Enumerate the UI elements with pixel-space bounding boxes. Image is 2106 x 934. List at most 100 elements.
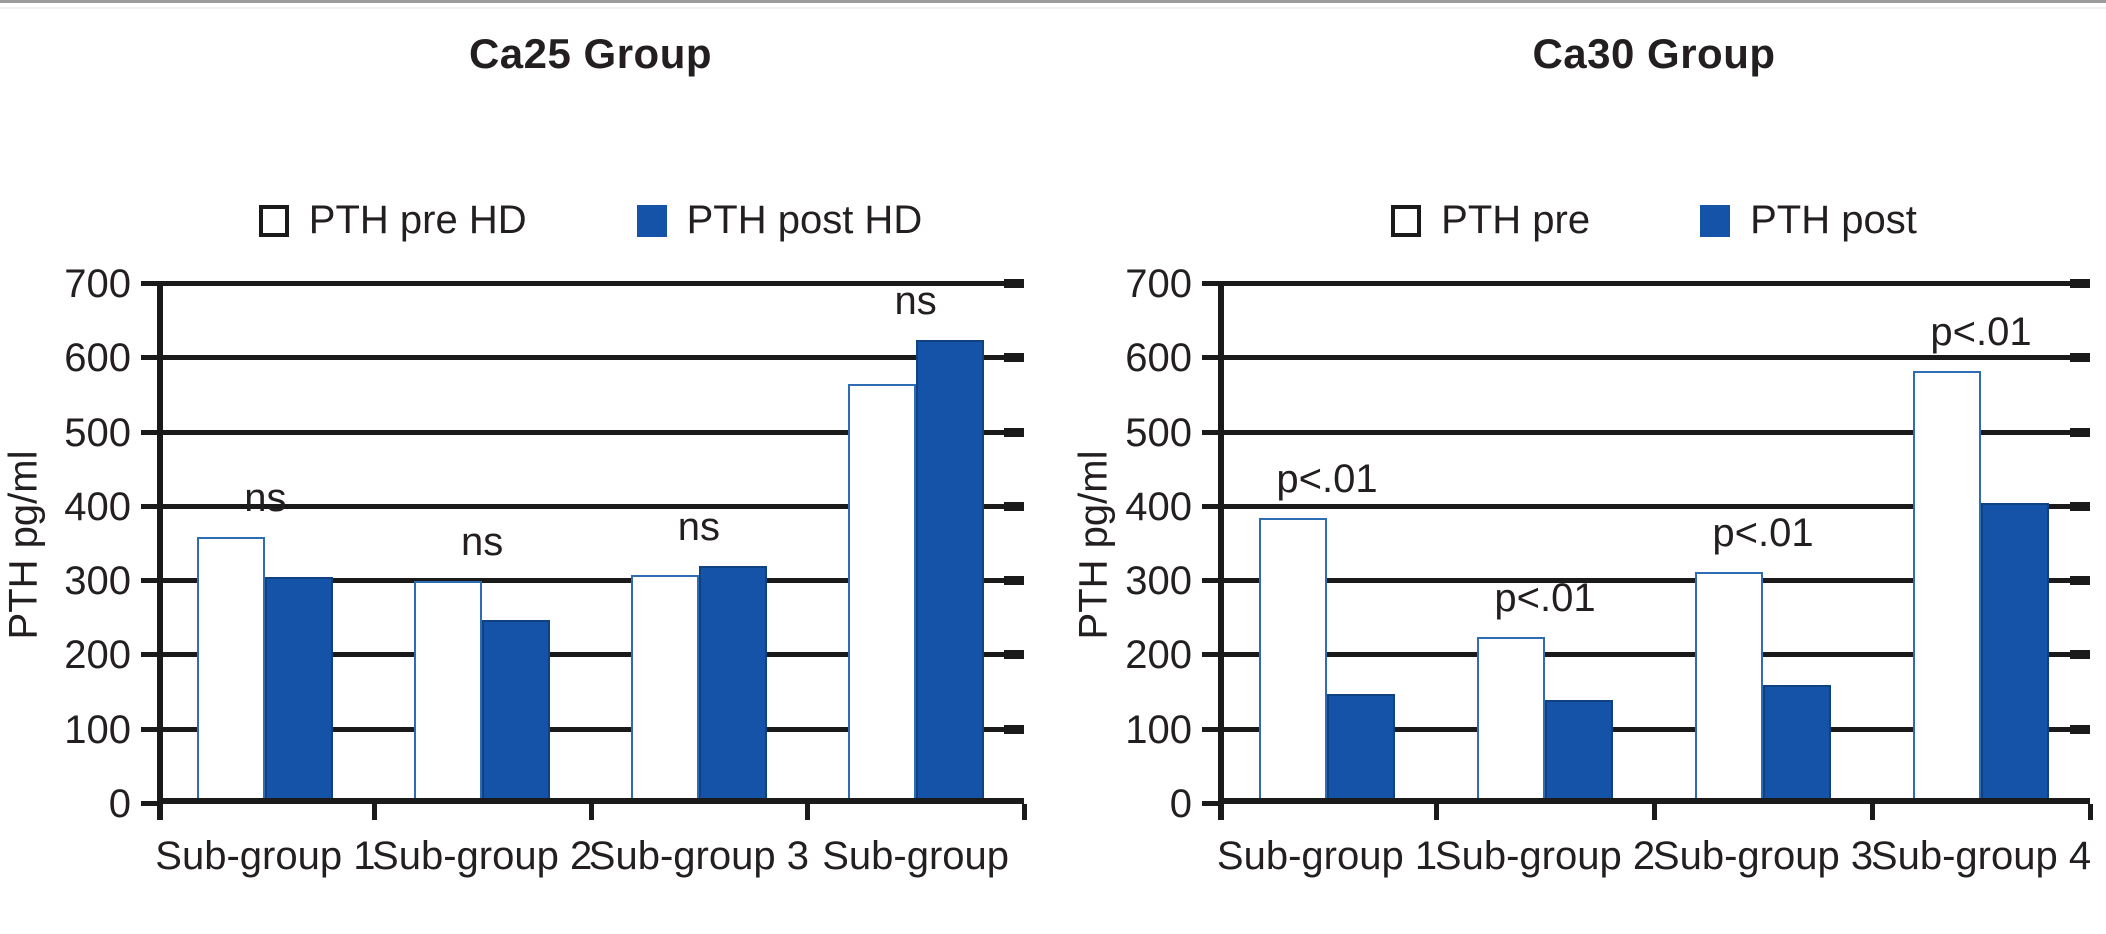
bar-post — [1545, 700, 1613, 804]
y-tick-label: 100 — [64, 707, 131, 752]
y-axis-tick — [141, 801, 157, 806]
bar-post — [1327, 694, 1395, 804]
y-axis-tick — [141, 503, 157, 509]
gridline — [1218, 279, 2090, 288]
bar-pre — [847, 384, 916, 804]
y-axis-tick — [1202, 503, 1218, 509]
bar-pre — [414, 581, 483, 804]
gridline — [157, 353, 1024, 363]
legend-label-pre: PTH pre HD — [308, 198, 527, 242]
legend-swatch-outline-icon — [1391, 204, 1422, 237]
legend-swatch-filled-icon — [1700, 204, 1731, 237]
significance-label: ns — [894, 278, 937, 323]
gridline — [1218, 353, 2090, 363]
x-axis-tick — [1022, 804, 1027, 820]
x-axis-tick — [371, 804, 377, 820]
bar-pre — [630, 575, 699, 804]
legend: PTH pre HD PTH post HD — [157, 198, 1024, 243]
y-axis-tick — [1202, 726, 1218, 732]
x-category-label: Sub-group 2 — [372, 834, 593, 878]
legend-item-pre: PTH pre — [1391, 198, 1590, 243]
y-axis-tick — [1202, 355, 1218, 361]
y-axis-tick — [141, 652, 157, 658]
y-axis-tick — [1202, 652, 1218, 658]
legend-item-post: PTH post HD — [636, 198, 923, 243]
y-tick-label: 300 — [1125, 559, 1192, 604]
y-tick-label: 200 — [64, 633, 131, 678]
significance-label: p<.01 — [1494, 575, 1596, 620]
y-tick-label: 500 — [64, 410, 131, 455]
y-tick-label: 700 — [1125, 262, 1192, 306]
gridline — [157, 724, 1024, 734]
y-tick-label: 400 — [1125, 484, 1192, 529]
gridline — [1218, 427, 2090, 437]
y-axis-tick — [141, 726, 157, 732]
y-axis-line — [157, 282, 163, 820]
bar-pre — [197, 536, 266, 804]
y-tick-label: 600 — [64, 336, 131, 381]
y-axis-tick — [141, 355, 157, 361]
bar-post — [1763, 685, 1831, 804]
legend-label-pre: PTH pre — [1441, 198, 1591, 242]
x-axis-tick — [588, 804, 594, 820]
y-axis-line — [1218, 282, 1224, 820]
significance-label: p<.01 — [1276, 457, 1378, 501]
gridline — [1218, 576, 2090, 586]
legend-label-post: PTH post — [1750, 198, 1917, 242]
x-axis-tick — [1434, 804, 1439, 820]
y-axis-tick — [141, 578, 157, 584]
chart-panel-ca30: Ca30 Group PTH pre PTH post PTH pg/ml 0 1… — [1053, 0, 2106, 934]
x-axis-tick — [1652, 804, 1657, 820]
legend-swatch-outline-icon — [258, 204, 289, 237]
page-top-border-faint — [0, 7, 2106, 9]
chart-title: Ca25 Group — [468, 30, 713, 77]
x-axis-tick — [1870, 804, 1875, 820]
significance-label: p<.01 — [1712, 510, 1814, 555]
y-axis-tick — [1202, 801, 1218, 806]
gridline — [1218, 501, 2090, 511]
x-category-label: Sub-group 3 — [588, 834, 809, 878]
bar-post — [265, 577, 334, 804]
legend-item-pre: PTH pre HD — [258, 198, 527, 243]
y-axis-tick — [1202, 578, 1218, 584]
y-axis-tick — [1202, 281, 1218, 286]
y-tick-label: 0 — [108, 782, 131, 826]
gridline — [157, 650, 1024, 660]
y-tick-label: 600 — [1125, 336, 1192, 381]
x-axis-line — [157, 798, 1024, 804]
x-category-label: Sub-group — [822, 834, 1010, 878]
x-category-label: Sub-group 1 — [1216, 834, 1438, 878]
chart-title: Ca30 Group — [1532, 30, 1776, 77]
plot-area: 0 100 200 300 400 500 600 700 p<.01 Sub-group 1 p<… — [1125, 264, 2093, 878]
x-axis-tick — [2088, 804, 2093, 820]
legend-label-post: PTH post HD — [686, 198, 923, 242]
significance-label: ns — [244, 475, 287, 520]
page-top-border — [0, 0, 2106, 3]
plot-area: 0 100 200 300 400 500 600 700 ns Sub-group 1 ns Sub… — [64, 264, 1027, 878]
legend: PTH pre PTH post — [1218, 198, 2090, 243]
legend-item-post: PTH post — [1700, 198, 1917, 243]
y-tick-label: 700 — [64, 262, 131, 306]
y-axis-tick — [141, 281, 157, 286]
gridline — [157, 279, 1024, 288]
y-tick-label: 100 — [1125, 707, 1192, 752]
gridline — [157, 576, 1024, 586]
x-category-label: Sub-group 4 — [1870, 834, 2092, 878]
y-tick-label: 0 — [1169, 782, 1192, 826]
gridline — [1218, 650, 2090, 660]
y-tick-label: 500 — [1125, 410, 1192, 455]
y-axis-tick — [141, 429, 157, 435]
y-axis-title: PTH pg/ml — [1, 450, 46, 640]
legend-swatch-filled-icon — [636, 204, 667, 237]
gridline — [157, 427, 1024, 437]
bar-post — [915, 339, 984, 804]
chart-panel-ca25: Ca25 Group PTH pre HD PTH post HD PTH pg… — [1, 30, 1027, 878]
bar-pre — [1259, 518, 1327, 804]
bar-pre — [1695, 571, 1763, 804]
x-axis-line — [1218, 798, 2090, 804]
x-category-label: Sub-group 3 — [1652, 834, 1874, 878]
y-axis-title: PTH pg/ml — [1071, 450, 1116, 640]
gridline — [1218, 724, 2090, 734]
x-axis-tick — [805, 804, 811, 820]
